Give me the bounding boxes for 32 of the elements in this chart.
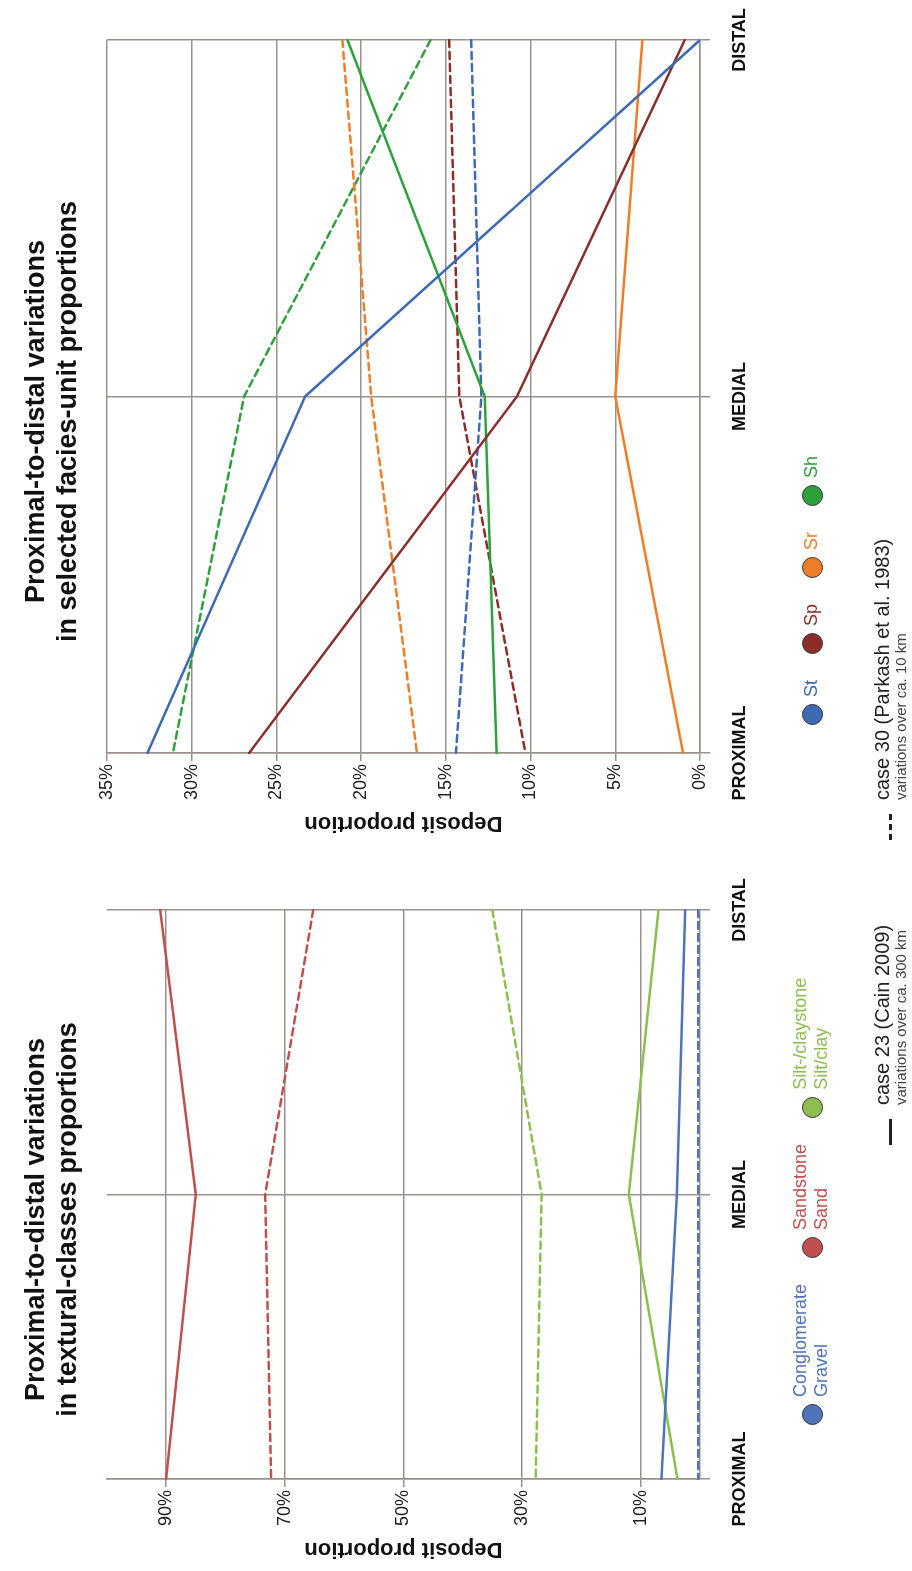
- x-tick-label: 25%: [265, 763, 286, 800]
- x-tick-label: 10%: [519, 763, 540, 800]
- text: Silt-/claystone Silt/clay: [790, 977, 832, 1090]
- x-tick-label: 20%: [350, 763, 370, 800]
- text: Conglomerate Gravel: [790, 1283, 832, 1397]
- text: Sh: [800, 455, 821, 478]
- x-tick-label: 50%: [392, 1489, 413, 1526]
- y-tick-label: MEDIAL: [728, 361, 749, 431]
- x-tick-label: 35%: [95, 763, 116, 800]
- text: Sp: [800, 603, 821, 626]
- x-axis-title: Deposit proportion: [304, 1537, 503, 1563]
- text: Sandstone Sand: [790, 1143, 832, 1230]
- text: Proximal-to-distal variations in textural-classes proportions: [19, 1022, 83, 1417]
- x-tick-label: 5%: [604, 763, 625, 790]
- x-axis-title: Deposit proportion: [304, 811, 503, 837]
- text: case 23 (Cain 2009) variations over ca. 300 km: [870, 924, 909, 1105]
- text: St: [800, 679, 821, 697]
- text: Sr: [800, 531, 821, 550]
- y-tick-label: PROXIMAL: [728, 705, 749, 801]
- x-tick-label: 0%: [688, 763, 709, 790]
- text: Proximal-to-distal variations in selected facies-unit proportions: [19, 200, 83, 643]
- x-tick-label: 90%: [155, 1489, 176, 1526]
- x-tick-label: 70%: [273, 1489, 294, 1526]
- x-tick-label: 10%: [629, 1489, 650, 1526]
- x-tick-label: 30%: [511, 1489, 532, 1526]
- text: case 30 (Parkash et al. 1983) variations over ca. 10 km: [870, 538, 909, 800]
- x-tick-label: 30%: [180, 763, 201, 800]
- y-tick-label: MEDIAL: [728, 1159, 749, 1229]
- y-tick-label: DISTAL: [728, 8, 749, 72]
- y-tick-label: PROXIMAL: [728, 1431, 749, 1527]
- x-tick-label: 15%: [434, 763, 455, 800]
- y-tick-label: DISTAL: [728, 878, 749, 942]
